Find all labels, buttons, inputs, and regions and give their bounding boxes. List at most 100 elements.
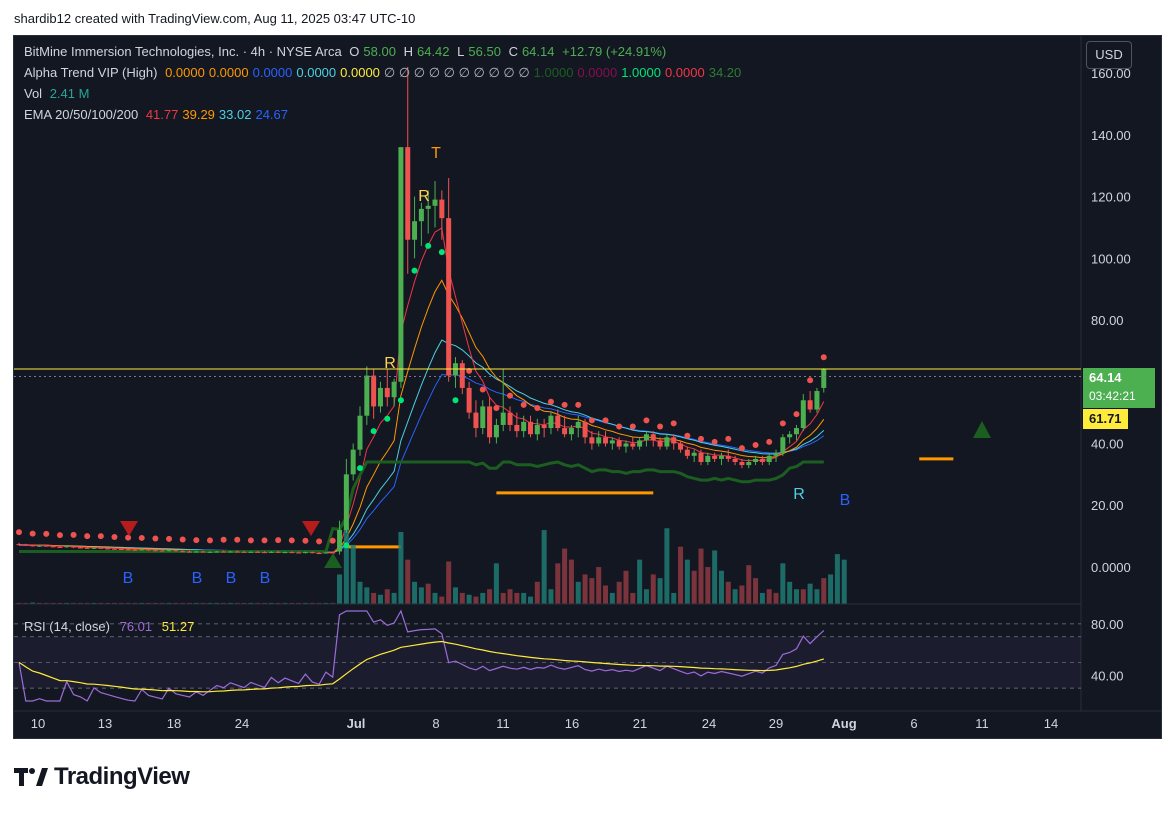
volume-bar bbox=[446, 561, 452, 604]
x-tick-label: 6 bbox=[910, 716, 917, 731]
candle-body bbox=[302, 552, 308, 554]
candle-body bbox=[712, 455, 718, 459]
alpha-trend-name[interactable]: Alpha Trend VIP (High) bbox=[24, 65, 158, 80]
trailing-stop-dot bbox=[397, 397, 404, 404]
volume-bar bbox=[132, 602, 138, 604]
candle-body bbox=[432, 199, 438, 206]
candle-body bbox=[43, 545, 49, 547]
volume-bar bbox=[459, 592, 465, 604]
trailing-stop-dot bbox=[152, 535, 159, 542]
volume-bar bbox=[323, 602, 329, 604]
ema-50-line bbox=[18, 279, 825, 554]
candle-body bbox=[718, 455, 724, 459]
candle-body bbox=[439, 199, 445, 219]
volume-bar bbox=[207, 602, 213, 604]
signal-b-label: B bbox=[840, 492, 851, 509]
x-tick-label: 18 bbox=[167, 716, 181, 731]
candle-body bbox=[773, 452, 779, 456]
volume-bar bbox=[377, 594, 383, 604]
candle-body bbox=[514, 424, 520, 432]
y-tick-label: 20.00 bbox=[1091, 498, 1124, 513]
ohlc-close-label: C bbox=[508, 44, 518, 59]
ema-legend[interactable]: EMA 20/50/100/200 41.77 39.29 33.02 24.67 bbox=[24, 107, 296, 122]
candle-body bbox=[221, 551, 227, 553]
candle-body bbox=[459, 363, 465, 388]
signal-r-label: R bbox=[793, 486, 805, 503]
volume-bar bbox=[268, 602, 274, 604]
volume-bar bbox=[753, 578, 759, 604]
volume-bar bbox=[350, 544, 356, 604]
trailing-stop-dot bbox=[97, 533, 104, 540]
symbol-name[interactable]: BitMine Immersion Technologies, Inc. · 4… bbox=[24, 44, 342, 59]
trailing-stop-dot bbox=[16, 529, 22, 536]
y-tick-label: 40.00 bbox=[1091, 436, 1124, 451]
volume-bar bbox=[814, 589, 820, 604]
currency-button[interactable]: USD bbox=[1086, 41, 1132, 69]
candle-body bbox=[691, 452, 697, 456]
candle-body bbox=[84, 547, 90, 549]
x-tick-label: 14 bbox=[1044, 716, 1058, 731]
volume-bar bbox=[425, 583, 431, 604]
volume-bar bbox=[698, 548, 704, 604]
candle-body bbox=[180, 551, 186, 553]
volume-bar bbox=[139, 602, 145, 604]
volume-bar bbox=[357, 581, 363, 604]
last-price-tag: 64.14 03:42:21 bbox=[1083, 368, 1155, 408]
candle-body bbox=[630, 443, 636, 447]
volume-bar bbox=[36, 602, 42, 604]
candle-body bbox=[71, 546, 77, 548]
chart-canvas[interactable]: 160.00 140.00 120.00 100.00 80.00 40.00 20.00 0… bbox=[14, 36, 1161, 738]
ema-value-1: 39.29 bbox=[182, 107, 215, 122]
symbol-legend[interactable]: BitMine Immersion Technologies, Inc. · 4… bbox=[24, 44, 670, 59]
volume-bar bbox=[507, 589, 513, 604]
candle-body bbox=[23, 544, 29, 546]
alpha-trend-line bbox=[19, 460, 824, 553]
candle-body bbox=[500, 412, 506, 425]
volume-bar bbox=[57, 602, 63, 604]
trailing-stop-dot bbox=[206, 537, 213, 544]
last-price-value: 64.14 bbox=[1089, 370, 1122, 385]
ohlc-close-value: 64.14 bbox=[521, 44, 555, 59]
volume-bar bbox=[616, 581, 622, 604]
volume-bar bbox=[541, 530, 547, 604]
volume-bar bbox=[98, 602, 104, 604]
candle-body bbox=[787, 434, 793, 438]
volume-bar bbox=[773, 592, 779, 604]
volume-bar bbox=[834, 554, 840, 604]
volume-bar bbox=[125, 602, 131, 604]
alpha-trend-value-8: 1.0000 bbox=[621, 65, 661, 80]
volume-bar bbox=[589, 578, 595, 604]
volume-bar bbox=[452, 587, 458, 604]
candle-body bbox=[64, 546, 70, 548]
volume-bar bbox=[282, 602, 288, 604]
volume-bar bbox=[152, 602, 158, 604]
alpha-trend-legend[interactable]: Alpha Trend VIP (High) 0.0000 0.0000 0.000… bbox=[24, 65, 749, 81]
trailing-stop-dot bbox=[670, 420, 677, 427]
trailing-stop-dot bbox=[684, 432, 691, 439]
tradingview-logo[interactable]: TradingView bbox=[14, 763, 190, 791]
candle-body bbox=[357, 415, 363, 450]
volume-bar bbox=[691, 570, 697, 604]
candle-body bbox=[316, 553, 322, 555]
volume-name[interactable]: Vol bbox=[24, 86, 43, 101]
ohlc-high-label: H bbox=[403, 44, 413, 59]
candle-body bbox=[684, 449, 690, 456]
volume-bar bbox=[214, 602, 220, 604]
chart-frame[interactable]: 160.00 140.00 120.00 100.00 80.00 40.00 20.00 0… bbox=[13, 35, 1162, 739]
rsi-legend[interactable]: RSI (14, close) 76.01 51.27 bbox=[24, 619, 194, 634]
candle-body bbox=[678, 443, 684, 450]
volume-bar bbox=[555, 563, 561, 604]
candle-body bbox=[152, 550, 158, 552]
volume-legend[interactable]: Vol 2.41 M bbox=[24, 86, 93, 101]
trailing-stop-dot bbox=[547, 398, 554, 405]
bar-countdown: 03:42:21 bbox=[1089, 389, 1136, 403]
volume-bar bbox=[343, 522, 349, 604]
tradingview-logo-text: TradingView bbox=[54, 763, 190, 790]
ema-name[interactable]: EMA 20/50/100/200 bbox=[24, 107, 139, 122]
candle-body bbox=[16, 544, 22, 546]
signal-r-label: R bbox=[384, 355, 396, 372]
volume-bar bbox=[255, 602, 261, 604]
volume-bar bbox=[821, 578, 827, 604]
volume-bar bbox=[241, 602, 247, 604]
candle-body bbox=[173, 550, 179, 552]
